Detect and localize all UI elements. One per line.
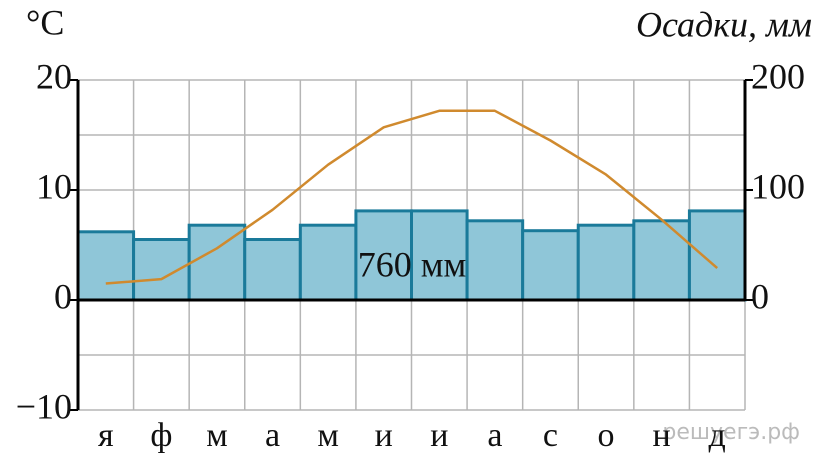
temperature-line	[105, 109, 719, 285]
precipitation-bar	[132, 238, 191, 302]
y-tick-label: 0	[54, 276, 72, 316]
x-tick-label: о	[598, 417, 615, 454]
y2-tick-label: 200	[751, 56, 805, 96]
x-tick-label: н	[653, 417, 671, 454]
x-tick-label: а	[487, 417, 502, 454]
y2-axis-label: Осадки, мм	[636, 4, 812, 44]
x-tick-label: я	[98, 417, 114, 454]
precipitation-bar	[243, 238, 302, 302]
y-axis-label: °C	[26, 2, 64, 42]
x-tick-label: и	[375, 417, 393, 454]
x-tick-label: д	[709, 417, 726, 454]
y2-tick-label: 100	[751, 166, 805, 206]
precipitation-bar	[632, 219, 691, 302]
y-tick-label: 20	[36, 56, 72, 96]
x-tick-label: м	[317, 417, 339, 454]
precipitation-bar	[298, 223, 358, 302]
watermark: решуегэ.рф	[662, 420, 800, 445]
precipitation-bar	[410, 209, 469, 302]
y2-tick-label: 0	[751, 276, 769, 316]
x-tick-label: и	[430, 417, 448, 454]
precipitation-bar	[465, 219, 525, 302]
precipitation-bar	[76, 230, 136, 302]
x-tick-label: ф	[150, 417, 172, 454]
precipitation-bar	[687, 209, 747, 302]
y-tick-label: 10	[36, 166, 72, 206]
precipitation-bar	[187, 223, 247, 302]
precipitation-bar	[521, 229, 580, 302]
precipitation-bar	[576, 223, 636, 302]
x-tick-label: с	[543, 417, 558, 454]
annotation: 760 мм	[358, 244, 467, 284]
x-tick-label: м	[206, 417, 228, 454]
y-tick-label: −10	[16, 386, 72, 426]
x-tick-label: а	[265, 417, 280, 454]
